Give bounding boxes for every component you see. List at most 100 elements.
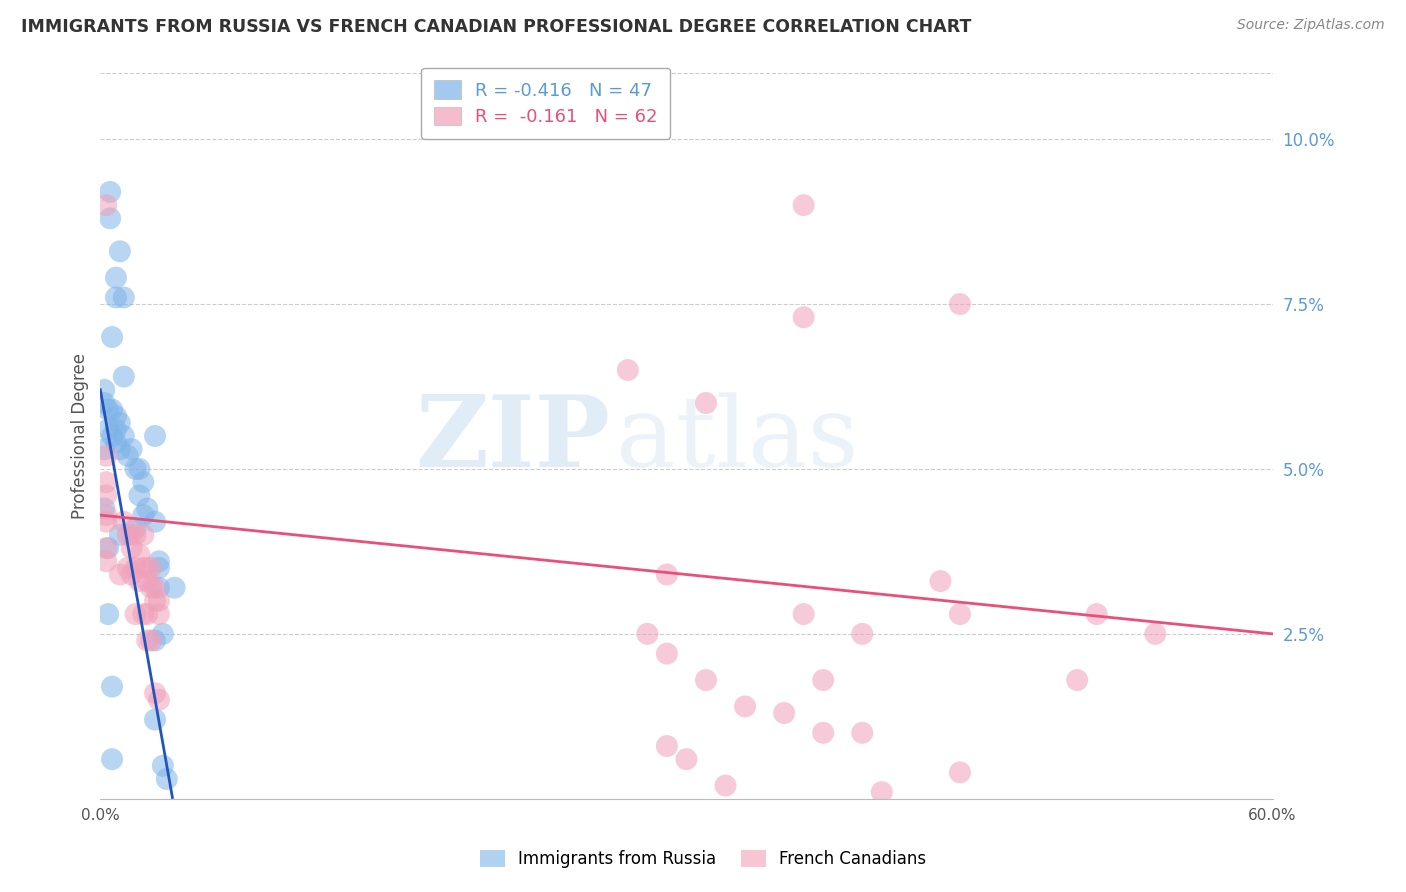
- Point: [734, 699, 756, 714]
- Point: [773, 706, 796, 720]
- Point: [108, 416, 131, 430]
- Point: [96, 541, 118, 555]
- Point: [97, 402, 120, 417]
- Point: [97, 541, 120, 555]
- Point: [96, 488, 118, 502]
- Point: [136, 501, 159, 516]
- Y-axis label: Professional Degree: Professional Degree: [72, 353, 89, 519]
- Point: [152, 758, 174, 772]
- Point: [163, 581, 186, 595]
- Point: [949, 607, 972, 621]
- Legend: R = -0.416   N = 47, R =  -0.161   N = 62: R = -0.416 N = 47, R = -0.161 N = 62: [422, 68, 671, 139]
- Point: [811, 673, 834, 687]
- Point: [617, 363, 640, 377]
- Point: [108, 244, 131, 259]
- Point: [112, 429, 135, 443]
- Point: [1066, 673, 1088, 687]
- Point: [851, 726, 873, 740]
- Point: [97, 607, 120, 621]
- Point: [143, 633, 166, 648]
- Point: [132, 561, 155, 575]
- Point: [714, 779, 737, 793]
- Point: [96, 449, 118, 463]
- Point: [108, 567, 131, 582]
- Point: [96, 515, 118, 529]
- Text: atlas: atlas: [616, 392, 859, 488]
- Point: [93, 383, 115, 397]
- Point: [132, 607, 155, 621]
- Point: [811, 726, 834, 740]
- Point: [128, 574, 150, 588]
- Point: [104, 435, 127, 450]
- Point: [124, 462, 146, 476]
- Point: [128, 488, 150, 502]
- Point: [143, 581, 166, 595]
- Point: [949, 765, 972, 780]
- Point: [148, 607, 170, 621]
- Point: [128, 462, 150, 476]
- Point: [104, 291, 127, 305]
- Point: [93, 442, 115, 457]
- Point: [108, 442, 131, 457]
- Point: [108, 528, 131, 542]
- Point: [96, 508, 118, 523]
- Point: [101, 402, 124, 417]
- Point: [143, 515, 166, 529]
- Point: [929, 574, 952, 588]
- Point: [101, 680, 124, 694]
- Point: [117, 449, 139, 463]
- Point: [148, 581, 170, 595]
- Point: [124, 561, 146, 575]
- Point: [132, 475, 155, 490]
- Point: [148, 554, 170, 568]
- Point: [136, 574, 159, 588]
- Point: [675, 752, 697, 766]
- Point: [143, 713, 166, 727]
- Point: [655, 739, 678, 753]
- Text: ZIP: ZIP: [415, 391, 610, 488]
- Point: [121, 541, 143, 555]
- Point: [1144, 627, 1167, 641]
- Point: [695, 673, 717, 687]
- Point: [124, 521, 146, 535]
- Point: [148, 561, 170, 575]
- Point: [851, 627, 873, 641]
- Point: [112, 515, 135, 529]
- Point: [112, 369, 135, 384]
- Point: [1085, 607, 1108, 621]
- Point: [143, 594, 166, 608]
- Text: Source: ZipAtlas.com: Source: ZipAtlas.com: [1237, 18, 1385, 32]
- Point: [104, 270, 127, 285]
- Point: [96, 198, 118, 212]
- Point: [121, 528, 143, 542]
- Point: [97, 422, 120, 436]
- Point: [132, 528, 155, 542]
- Point: [128, 548, 150, 562]
- Point: [136, 633, 159, 648]
- Point: [98, 211, 121, 226]
- Point: [117, 561, 139, 575]
- Point: [132, 508, 155, 523]
- Text: IMMIGRANTS FROM RUSSIA VS FRENCH CANADIAN PROFESSIONAL DEGREE CORRELATION CHART: IMMIGRANTS FROM RUSSIA VS FRENCH CANADIA…: [21, 18, 972, 36]
- Point: [124, 607, 146, 621]
- Point: [104, 422, 127, 436]
- Point: [124, 528, 146, 542]
- Point: [117, 528, 139, 542]
- Point: [96, 475, 118, 490]
- Point: [793, 198, 815, 212]
- Point: [156, 772, 179, 786]
- Point: [121, 567, 143, 582]
- Point: [104, 409, 127, 424]
- Point: [695, 396, 717, 410]
- Point: [636, 627, 658, 641]
- Point: [121, 442, 143, 457]
- Point: [152, 627, 174, 641]
- Point: [93, 501, 115, 516]
- Point: [793, 310, 815, 325]
- Point: [98, 185, 121, 199]
- Point: [143, 686, 166, 700]
- Point: [112, 291, 135, 305]
- Point: [655, 567, 678, 582]
- Point: [101, 752, 124, 766]
- Point: [96, 554, 118, 568]
